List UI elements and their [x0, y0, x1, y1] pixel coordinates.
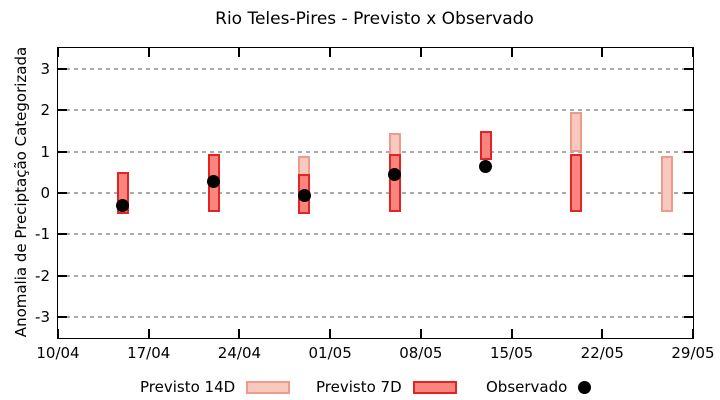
gridline [58, 192, 693, 194]
observado-point [297, 188, 311, 202]
y-tick-label: 1 [40, 142, 50, 161]
x-tick-mark [238, 329, 241, 338]
y-tick-mark [58, 67, 67, 70]
x-tick-mark [601, 48, 604, 57]
legend-item-previsto-14d: Previsto 14D [140, 378, 291, 396]
legend-swatch-previsto-14d [246, 380, 291, 394]
bar-previsto-14d [661, 155, 674, 212]
y-tick-mark [684, 233, 693, 236]
x-tick-label: 08/05 [399, 344, 443, 362]
y-tick-label: 0 [40, 184, 50, 202]
x-tick-label: 22/05 [580, 344, 624, 362]
y-tick-mark [58, 150, 67, 153]
x-tick-mark [419, 48, 422, 57]
y-tick-mark [684, 316, 693, 319]
x-tick-mark [329, 48, 332, 57]
x-tick-mark [238, 48, 241, 57]
x-tick-mark [57, 48, 59, 57]
y-tick-mark [58, 192, 67, 194]
gridline [58, 67, 693, 70]
bar-previsto-14d [570, 112, 583, 152]
gridline [58, 316, 693, 319]
legend-item-observado: Observado [486, 378, 592, 396]
y-tick-label: -3 [35, 308, 50, 327]
y-tick-mark [58, 109, 67, 112]
bar-previsto-7d [388, 153, 401, 212]
y-tick-mark [58, 274, 67, 277]
y-tick-label: -2 [35, 266, 50, 285]
x-tick-label: 24/04 [217, 344, 262, 362]
observado-point [116, 198, 130, 212]
y-tick-mark [58, 316, 67, 319]
legend-label-observado: Observado [486, 378, 568, 396]
legend-marker-observado-icon [578, 380, 592, 394]
x-tick-mark [329, 329, 332, 338]
y-tick-mark [684, 67, 693, 70]
gridline [58, 233, 693, 236]
y-tick-mark [684, 274, 693, 277]
x-tick-label: 01/05 [308, 344, 352, 362]
y-tick-mark [684, 109, 693, 112]
gridline [58, 109, 693, 112]
x-tick-mark [510, 48, 513, 57]
x-tick-label: 29/05 [671, 344, 715, 362]
x-tick-mark [510, 329, 513, 338]
y-tick-label: 3 [40, 59, 50, 78]
y-tick-label: -1 [35, 225, 50, 244]
chart-title: Rio Teles-Pires - Previsto x Observado [215, 9, 534, 29]
x-tick-label: 10/04 [36, 344, 80, 362]
bar-previsto-7d [479, 130, 492, 160]
y-tick-mark [684, 150, 693, 153]
plot-area: 3 2 1 0 -1 -2 -3 10/04 17/04 24/04 01/05 08/05 15/05… [35, 47, 715, 362]
y-tick-mark [58, 233, 67, 236]
y-tick-label: 2 [40, 101, 50, 120]
legend-swatch-previsto-7d [412, 380, 457, 394]
gridline [58, 150, 693, 153]
observado-point [479, 160, 493, 174]
x-tick-label: 17/04 [127, 344, 171, 362]
x-tick-mark [147, 329, 150, 338]
x-tick-mark [601, 329, 604, 338]
gridline [58, 274, 693, 277]
y-tick-mark [684, 192, 693, 194]
observado-point [207, 174, 220, 188]
x-tick-mark [147, 48, 150, 57]
x-tick-mark [692, 329, 694, 338]
legend-item-previsto-7d: Previsto 7D [316, 378, 457, 396]
observado-point [388, 167, 402, 181]
x-tick-mark [419, 329, 422, 338]
x-tick-label: 15/05 [489, 344, 534, 362]
x-tick-mark [57, 329, 59, 338]
legend-label-previsto-14d: Previsto 14D [140, 378, 236, 396]
x-tick-mark [692, 48, 694, 57]
legend-label-previsto-7d: Previsto 7D [316, 378, 402, 396]
bar-previsto-7d [570, 153, 583, 212]
